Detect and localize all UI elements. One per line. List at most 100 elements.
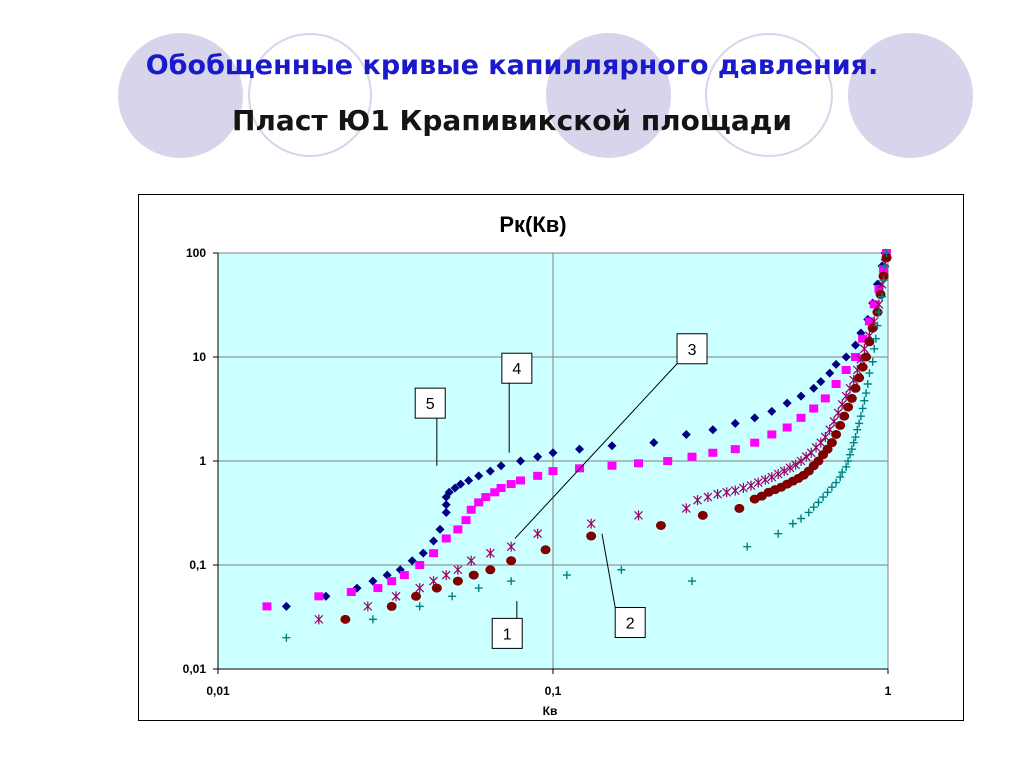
data-point <box>809 503 818 512</box>
data-point <box>681 429 691 439</box>
data-point <box>562 571 571 580</box>
data-point <box>363 601 373 612</box>
data-point <box>429 536 439 546</box>
x-tick-label: 0,1 <box>545 684 562 698</box>
data-point <box>485 565 496 575</box>
y-tick-label: 0,1 <box>189 558 206 572</box>
data-point <box>391 591 401 602</box>
chart-title: Рк(Кв) <box>499 212 566 237</box>
data-point <box>773 468 783 479</box>
data-point <box>816 437 826 448</box>
data-point <box>841 365 851 374</box>
data-point <box>452 576 463 586</box>
data-point <box>827 483 836 492</box>
annotation-label: 1 <box>503 626 512 643</box>
data-point <box>441 507 451 517</box>
x-tick-label: 0,01 <box>206 684 230 698</box>
data-point <box>533 471 543 480</box>
data-point <box>861 352 872 362</box>
data-point <box>663 457 673 465</box>
capillary-pressure-chart: Рк(Кв) Кв 0,01 0,1 1 10 100 0,01 0,1 1 1 2 3 4 5 <box>138 194 964 721</box>
data-point <box>418 548 428 558</box>
data-point <box>874 308 883 317</box>
data-point <box>533 452 543 462</box>
data-point <box>743 542 752 551</box>
data-point <box>506 480 516 489</box>
data-point <box>340 614 351 624</box>
data-point <box>832 478 841 487</box>
data-point <box>870 344 879 353</box>
slide-title-line1: Обобщенные кривые капиллярного давления. <box>145 50 879 81</box>
data-point <box>634 459 644 468</box>
data-point <box>703 492 713 503</box>
data-point <box>649 438 659 448</box>
data-point <box>708 425 718 435</box>
data-point <box>730 418 740 428</box>
data-point <box>262 602 272 611</box>
data-point <box>874 299 884 310</box>
data-point <box>485 548 495 559</box>
data-point <box>801 451 811 462</box>
data-point <box>399 571 409 580</box>
data-point <box>782 398 792 408</box>
data-point <box>873 321 882 330</box>
data-point <box>481 493 491 502</box>
data-point <box>368 615 377 624</box>
annotation-label: 4 <box>512 361 521 378</box>
data-point <box>860 396 869 405</box>
data-point <box>415 583 425 594</box>
data-point <box>321 591 331 601</box>
decor-ring <box>248 33 372 157</box>
data-point <box>282 633 291 642</box>
data-point <box>281 601 291 611</box>
data-point <box>847 445 856 454</box>
data-point <box>796 413 806 422</box>
data-point <box>533 528 543 539</box>
data-point <box>854 373 865 383</box>
data-point <box>774 529 783 538</box>
annotation-label: 5 <box>426 396 435 413</box>
data-point <box>681 503 691 514</box>
data-point <box>575 444 585 454</box>
data-point <box>856 328 866 338</box>
x-tick-label: 1 <box>885 684 892 698</box>
data-point <box>882 249 891 257</box>
data-point <box>869 300 879 309</box>
data-point <box>346 588 356 597</box>
data-point <box>826 438 837 448</box>
data-point <box>314 592 324 601</box>
data-point <box>415 602 424 611</box>
data-point <box>791 459 801 470</box>
data-point <box>730 485 740 496</box>
data-point <box>831 429 842 439</box>
plot-area: 0,01 0,1 1 10 100 0,01 0,1 1 1 2 3 4 5 <box>183 246 892 698</box>
data-point <box>851 353 861 361</box>
annotation-box <box>414 387 446 419</box>
data-point <box>844 457 853 465</box>
data-point <box>448 592 457 601</box>
data-point <box>820 394 830 403</box>
data-point <box>875 289 886 299</box>
data-point <box>767 430 777 439</box>
data-point <box>506 541 516 552</box>
data-point <box>693 495 702 506</box>
data-point <box>843 402 854 412</box>
data-point <box>858 334 868 343</box>
data-point <box>466 505 476 514</box>
data-point <box>849 438 858 447</box>
data-point <box>760 474 770 485</box>
data-point <box>851 433 860 442</box>
data-point <box>851 340 861 350</box>
data-point <box>713 489 723 500</box>
data-point <box>496 461 506 471</box>
data-point <box>839 411 850 421</box>
data-point <box>820 432 830 443</box>
data-point <box>352 583 362 593</box>
data-point <box>788 519 797 528</box>
data-point <box>468 570 479 580</box>
data-point <box>450 483 460 493</box>
data-point <box>857 362 868 372</box>
data-point <box>862 389 871 398</box>
data-point <box>474 584 483 593</box>
data-point <box>846 393 857 403</box>
